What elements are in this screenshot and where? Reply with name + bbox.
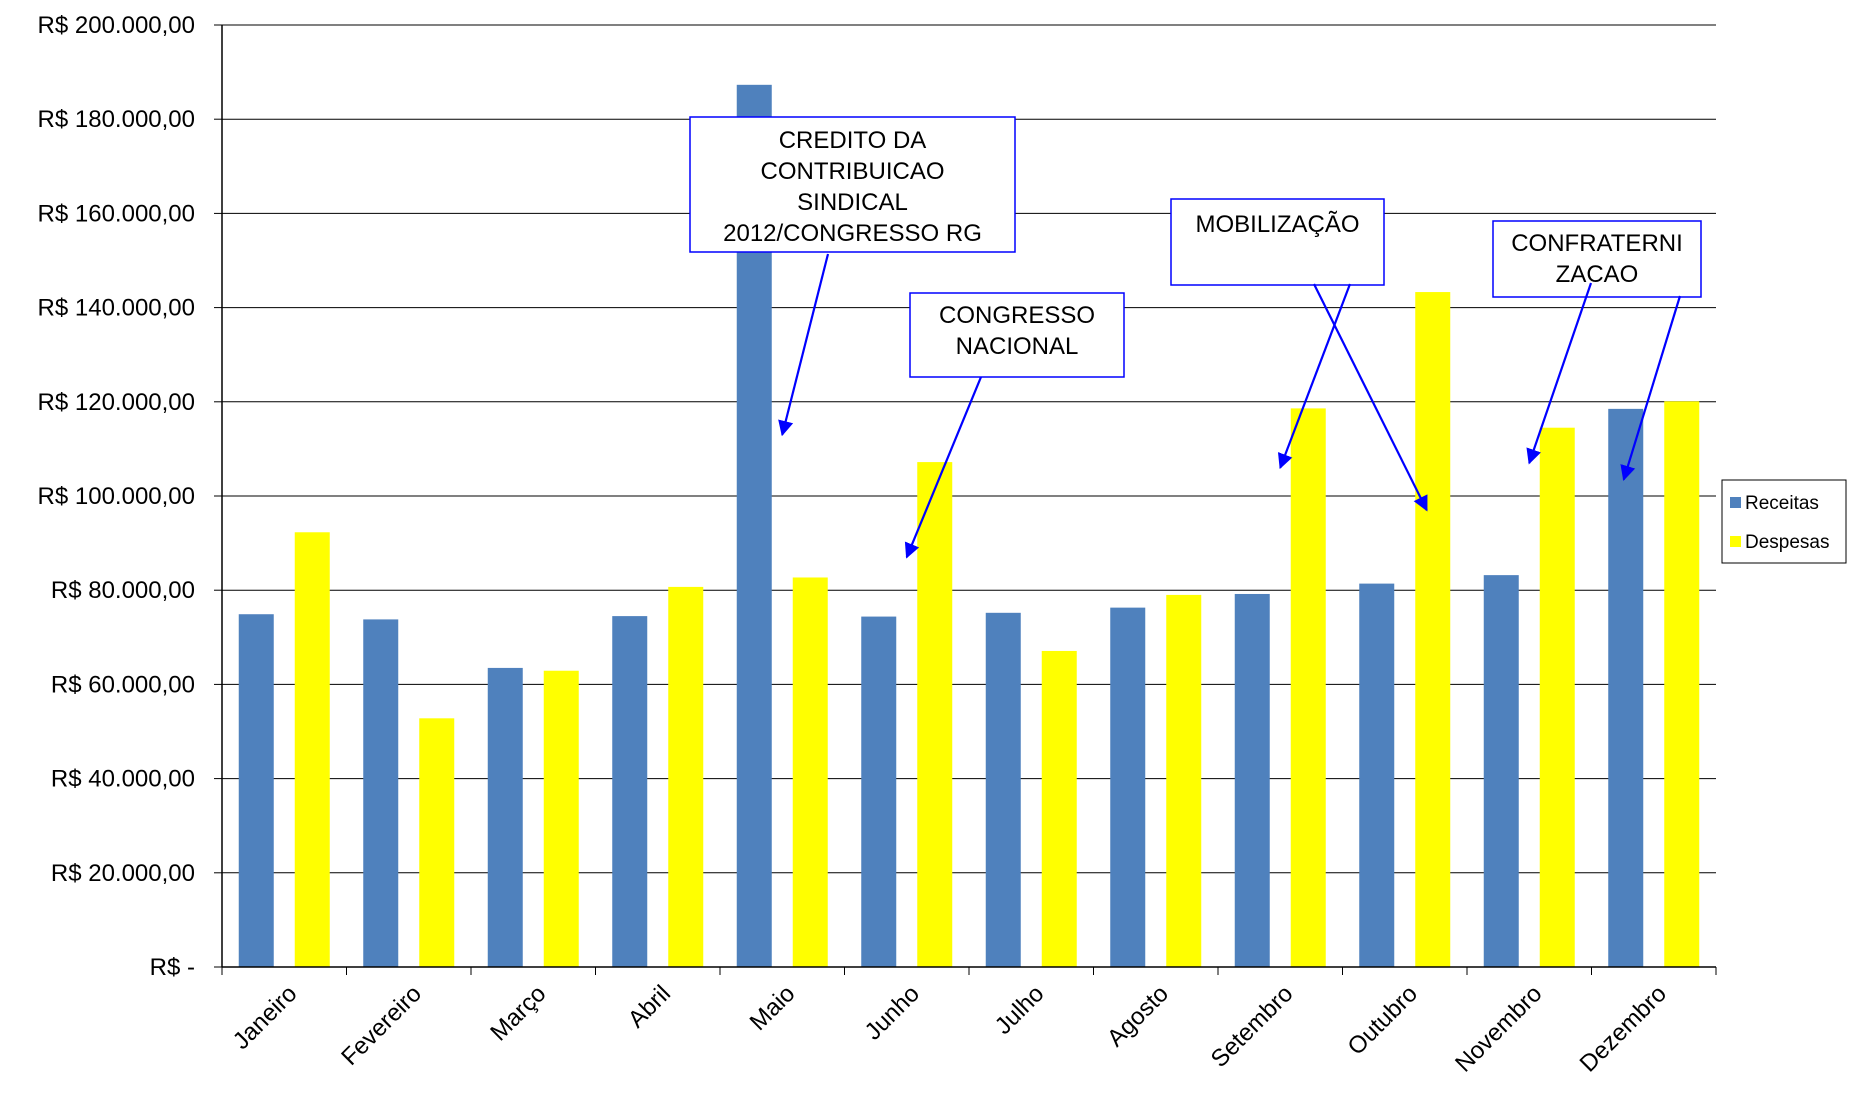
x-tick-label-março: Março: [485, 980, 551, 1046]
annotation-text-line: MOBILIZAÇÃO: [1195, 211, 1359, 238]
y-tick-label: R$ 200.000,00: [38, 12, 195, 39]
y-tick-label: R$ 180.000,00: [38, 106, 195, 133]
x-tick-label-junho: Junho: [860, 980, 925, 1045]
bar-despesas-agosto: [1166, 594, 1202, 967]
x-tick-label-outubro: Outubro: [1343, 980, 1423, 1060]
bar-receitas-junho: [861, 616, 897, 967]
annotation-text-line: CONGRESSO: [939, 302, 1095, 329]
annotations: CREDITO DA CONTRIBUICAO SINDICAL 2012/CONGR…: [689, 116, 1702, 559]
annotation-text-line: ZACAO: [1556, 261, 1639, 288]
bar-receitas-dezembro: [1608, 408, 1644, 967]
bar-despesas-junho: [917, 462, 953, 967]
y-tick-label: R$ 20.000,00: [51, 860, 195, 887]
x-tick-label-novembro: Novembro: [1450, 980, 1547, 1077]
legend-swatch-receitas: [1730, 497, 1741, 508]
annotation-box: [1492, 220, 1702, 298]
bar-despesas-julho: [1041, 650, 1077, 967]
x-tick-label-agosto: Agosto: [1102, 980, 1174, 1052]
bars: [238, 84, 1700, 968]
annotation-box: [909, 292, 1125, 378]
bar-receitas-agosto: [1110, 607, 1146, 967]
annotation-box: [1170, 198, 1385, 286]
x-axis-tick-labels: Janeiro Fevereiro Março Abril Maio Junho Julho…: [228, 980, 1672, 1077]
y-tick-label: R$ -: [150, 954, 195, 981]
annotation-text-line: CONTRIBUICAO: [760, 158, 944, 185]
legend-label-receitas: Receitas: [1745, 493, 1819, 514]
annotation-arrow: [904, 376, 983, 559]
bar-receitas-fevereiro: [363, 619, 399, 967]
annotation-callout-3: MOBILIZAÇÃO: [1170, 198, 1428, 512]
annotation-arrow: [1277, 283, 1352, 470]
annotation-arrow: [1620, 295, 1682, 481]
bar-receitas-outubro: [1359, 583, 1395, 967]
x-tick-label-julho: Julho: [990, 980, 1050, 1040]
annotation-callout-1: CREDITO DA CONTRIBUICAO SINDICAL 2012/CONGR…: [689, 116, 1016, 437]
bar-receitas-janeiro: [238, 614, 274, 967]
annotation-callout-2: CONGRESSO NACIONAL: [904, 292, 1125, 559]
annotation-text-line: NACIONAL: [956, 333, 1079, 360]
axes: [214, 24, 1717, 975]
legend-label-despesas: Despesas: [1745, 532, 1830, 553]
annotation-arrow: [778, 253, 830, 437]
bar-despesas-maio: [792, 577, 828, 967]
x-tick-label-setembro: Setembro: [1206, 980, 1299, 1073]
y-tick-label: R$ 80.000,00: [51, 577, 195, 604]
bar-receitas-novembro: [1483, 575, 1519, 967]
y-tick-label: R$ 140.000,00: [38, 295, 195, 322]
annotation-text-line: CONFRATERNI: [1511, 230, 1683, 257]
bar-receitas-março: [487, 667, 523, 967]
bar-despesas-setembro: [1290, 408, 1326, 967]
annotation-arrow: [1526, 282, 1593, 465]
annotation-box: [689, 116, 1016, 253]
legend-box: [1721, 479, 1847, 564]
bar-despesas-março: [543, 670, 579, 967]
x-tick-label-fevereiro: Fevereiro: [336, 980, 427, 1071]
bar-despesas-outubro: [1415, 292, 1451, 967]
legend-swatch-despesas: [1730, 536, 1741, 547]
annotation-text-line: SINDICAL: [797, 189, 908, 216]
bar-despesas-dezembro: [1664, 401, 1700, 968]
y-tick-label: R$ 60.000,00: [51, 671, 195, 698]
bar-despesas-novembro: [1539, 427, 1575, 968]
bar-receitas-abril: [612, 616, 648, 967]
bar-despesas-janeiro: [294, 532, 330, 967]
annotation-text-line: CREDITO DA: [779, 127, 927, 154]
bar-despesas-abril: [668, 586, 704, 967]
annotation-callout-4: CONFRATERNI ZACAO: [1492, 220, 1702, 481]
bar-despesas-fevereiro: [419, 718, 455, 967]
x-tick-label-abril: Abril: [623, 980, 676, 1033]
y-tick-label: R$ 40.000,00: [51, 766, 195, 793]
annotation-arrow: [1313, 283, 1428, 512]
y-axis-tick-labels: R$ - R$ 20.000,00 R$ 40.000,00 R$ 60.000,00…: [38, 12, 195, 981]
x-tick-label-dezembro: Dezembro: [1575, 980, 1672, 1077]
y-tick-label: R$ 120.000,00: [38, 389, 195, 416]
annotation-text-line: 2012/CONGRESSO RG: [723, 220, 982, 247]
y-tick-label: R$ 160.000,00: [38, 200, 195, 227]
bar-receitas-setembro: [1234, 593, 1270, 967]
legend: Receitas Despesas: [1721, 479, 1847, 564]
x-tick-label-janeiro: Janeiro: [228, 980, 303, 1055]
y-tick-label: R$ 100.000,00: [38, 483, 195, 510]
x-tick-label-maio: Maio: [745, 980, 801, 1036]
bar-receitas-julho: [985, 612, 1021, 967]
